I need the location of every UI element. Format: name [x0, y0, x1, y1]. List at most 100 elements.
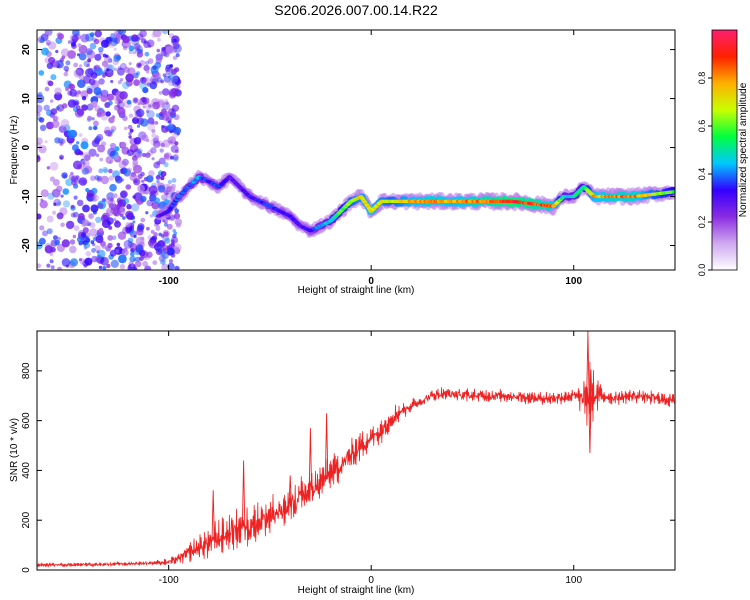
noise-blob	[60, 194, 64, 198]
noise-blob	[174, 141, 179, 146]
noise-blob	[129, 242, 138, 251]
noise-blob	[165, 64, 171, 70]
noise-blob	[76, 90, 82, 95]
noise-blob	[49, 259, 54, 264]
y-tick-label: 200	[21, 511, 32, 528]
noise-blob	[81, 167, 90, 175]
noise-blob	[52, 115, 59, 122]
figure-title: S206.2026.007.00.14.R22	[274, 2, 438, 18]
noise-blob	[107, 147, 116, 157]
noise-blob	[116, 206, 126, 216]
noise-blob	[82, 152, 92, 161]
noise-blob	[148, 104, 152, 108]
noise-blob	[143, 64, 150, 72]
noise-blob	[155, 113, 161, 118]
noise-blob	[146, 175, 154, 183]
noise-blob	[67, 40, 72, 44]
x-tick-label: 100	[565, 575, 582, 586]
noise-blob	[91, 187, 98, 195]
noise-blob	[156, 248, 161, 253]
noise-blob	[61, 239, 70, 248]
noise-blob	[107, 70, 114, 77]
noise-blob	[132, 195, 136, 199]
noise-blob	[83, 75, 92, 84]
noise-blob	[44, 140, 48, 144]
noise-blob	[147, 235, 152, 240]
noise-blob	[163, 162, 169, 168]
noise-blob	[156, 160, 161, 165]
noise-blob	[171, 178, 177, 183]
noise-blob	[114, 146, 120, 152]
noise-blob	[115, 220, 120, 225]
noise-blob	[163, 190, 167, 194]
noise-blob	[62, 188, 70, 195]
noise-blob	[101, 72, 107, 78]
noise-blob	[95, 216, 102, 223]
noise-blob	[45, 39, 52, 46]
noise-blob	[67, 50, 76, 59]
noise-blob	[82, 227, 89, 234]
noise-blob	[98, 265, 103, 270]
noise-blob	[43, 104, 50, 112]
noise-blob	[69, 89, 78, 97]
noise-blob	[140, 118, 149, 127]
noise-blob	[96, 133, 104, 142]
noise-blob	[46, 42, 50, 46]
x-tick-label: 0	[368, 276, 374, 287]
noise-blob	[168, 259, 174, 264]
noise-blob	[78, 151, 84, 156]
noise-blob	[132, 97, 139, 104]
noise-blob	[113, 218, 117, 221]
noise-blob	[90, 72, 98, 79]
noise-blob	[83, 241, 91, 249]
noise-blob	[45, 31, 50, 35]
noise-blob	[137, 201, 142, 206]
noise-blob	[166, 223, 173, 230]
noise-blob	[71, 179, 77, 186]
noise-blob	[55, 60, 64, 69]
noise-blob	[88, 126, 93, 131]
snr-frame	[36, 330, 676, 571]
noise-blob	[100, 39, 110, 48]
noise-blob	[156, 224, 160, 228]
noise-blob	[155, 175, 161, 180]
noise-blob	[162, 171, 167, 176]
noise-blob	[172, 42, 180, 50]
noise-blob	[157, 100, 165, 108]
noise-blob	[68, 173, 75, 180]
noise-blob	[149, 81, 158, 90]
noise-blob	[90, 204, 99, 213]
colorbar-tick-label: 0.6	[697, 120, 707, 133]
noise-blob	[148, 170, 155, 177]
noise-blob	[59, 141, 64, 146]
noise-blob	[151, 133, 157, 138]
noise-blob	[172, 154, 179, 161]
noise-blob	[142, 152, 147, 158]
noise-blob	[60, 48, 70, 57]
noise-blob	[123, 168, 131, 177]
noise-blob	[50, 99, 54, 103]
noise-blob	[133, 43, 141, 50]
noise-blob	[90, 80, 100, 89]
noise-blob	[145, 211, 149, 215]
noise-blob	[172, 132, 179, 139]
noise-blob	[131, 203, 140, 212]
noise-blob	[70, 41, 76, 47]
noise-blob	[147, 123, 156, 132]
noise-blob	[84, 257, 93, 266]
noise-blob	[128, 131, 132, 136]
noise-blob	[46, 62, 54, 69]
snr-x-label: Height of straight line (km)	[298, 585, 415, 596]
snr-spike	[308, 428, 313, 491]
noise-blob	[136, 124, 141, 128]
heatmap-cells	[37, 30, 675, 270]
noise-blob	[172, 228, 177, 233]
noise-blob	[56, 201, 62, 206]
noise-blob	[56, 212, 64, 220]
y-tick-label: 0	[21, 144, 32, 150]
noise-blob	[77, 79, 86, 88]
noise-blob	[137, 223, 145, 231]
noise-blob	[78, 52, 87, 61]
noise-blob	[148, 44, 152, 48]
noise-blob	[126, 100, 132, 105]
